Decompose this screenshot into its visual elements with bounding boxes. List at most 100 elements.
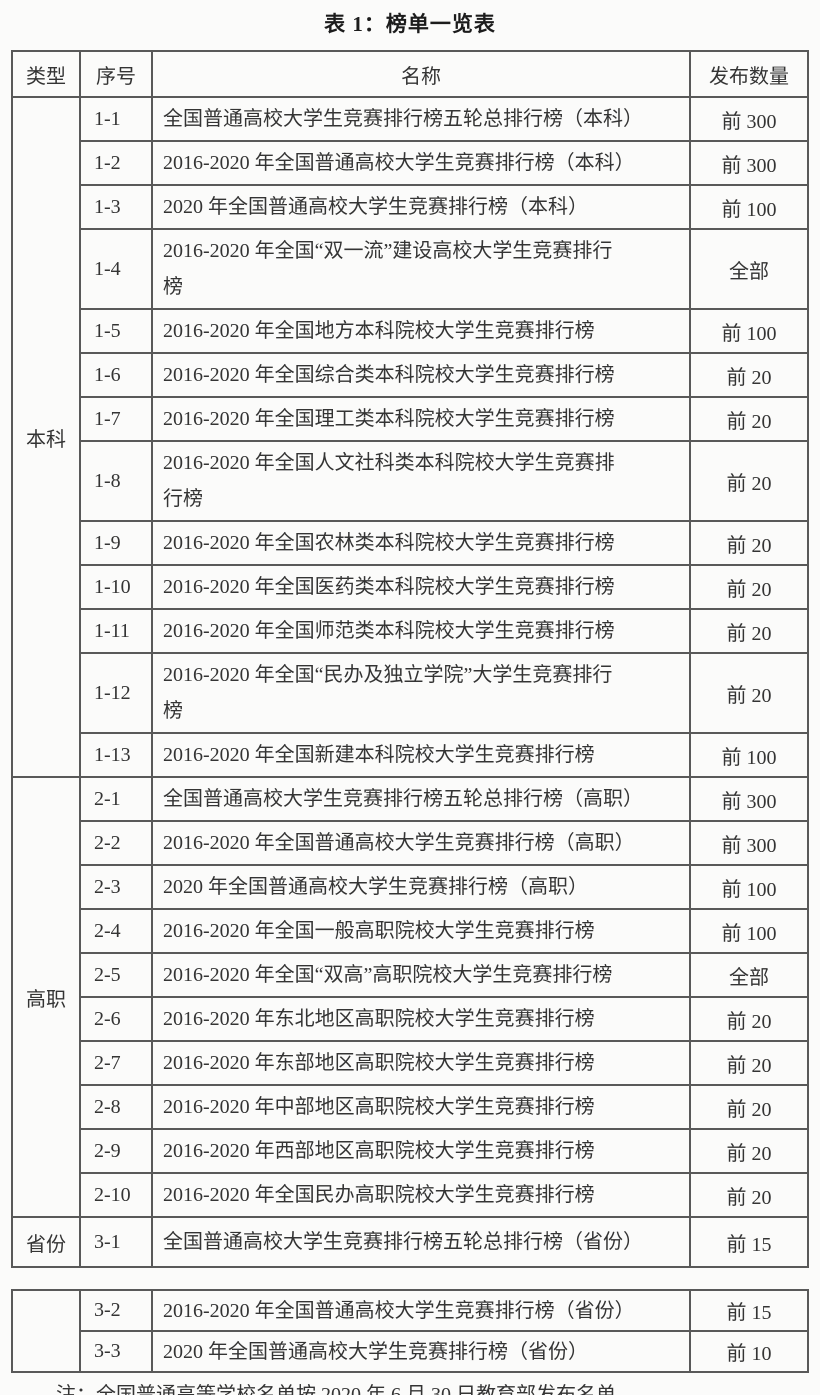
row-number-cell: 2-8: [79, 1084, 153, 1130]
list-name-cell: 2016-2020 年东北地区高职院校大学生竞赛排行榜: [151, 996, 691, 1042]
publish-count-cell: 前 300: [689, 820, 809, 866]
row-number-cell: 1-4: [79, 228, 153, 310]
table-row: 本科 1-1 全国普通高校大学生竞赛排行榜五轮总排行榜（本科）前 300: [11, 96, 809, 778]
publish-count-cell: 前 100: [689, 864, 809, 910]
row-number-cell: 1-12: [79, 652, 153, 734]
table-title: 表 1：榜单一览表: [324, 12, 496, 36]
list-name-cell: 2016-2020 年全国普通高校大学生竞赛排行榜（本科）: [151, 140, 691, 186]
publish-count-cell: 前 300: [689, 776, 809, 822]
row-number-cell: 3-1: [79, 1216, 153, 1268]
row-number-cell: 2-1: [79, 776, 153, 822]
column-header-no: 序号: [79, 50, 153, 98]
publish-count-cell: 前 20: [689, 1172, 809, 1218]
publish-count-cell: 全部: [689, 952, 809, 998]
row-number-cell: 3-3: [79, 1330, 153, 1373]
table-row: 2-10 2016-2020 年全国民办高职院校大学生竞赛排行榜前 20: [12, 1172, 809, 1218]
list-name-cell: 2016-2020 年全国普通高校大学生竞赛排行榜（省份）: [151, 1289, 691, 1332]
publish-count-cell: 前 20: [689, 396, 809, 442]
row-number-cell: 1-11: [79, 608, 153, 654]
publish-count-cell: 前 15: [689, 1216, 809, 1268]
row-number-cell: 1-8: [79, 440, 153, 522]
type-group-cell: 本科: [11, 96, 81, 778]
column-header-name: 名称: [151, 50, 691, 98]
row-number-cell: 1-6: [79, 352, 153, 398]
row-number-cell: 2-3: [79, 864, 153, 910]
publish-count-cell: 前 20: [689, 520, 809, 566]
table-row: 2-9 2016-2020 年西部地区高职院校大学生竞赛排行榜前 20: [12, 1128, 809, 1174]
publish-count-cell: 前 100: [689, 308, 809, 354]
row-number-cell: 1-3: [79, 184, 153, 230]
list-name-cell: 2016-2020 年全国普通高校大学生竞赛排行榜（高职）: [151, 820, 691, 866]
publish-count-cell: 前 100: [689, 184, 809, 230]
list-name-cell: 2016-2020 年全国民办高职院校大学生竞赛排行榜: [151, 1172, 691, 1218]
list-name-cell: 2016-2020 年全国地方本科院校大学生竞赛排行榜: [151, 308, 691, 354]
table-row: 2-6 2016-2020 年东北地区高职院校大学生竞赛排行榜前 20: [12, 996, 809, 1042]
table-row: 2-3 2020 年全国普通高校大学生竞赛排行榜（高职）前 100: [12, 864, 809, 910]
list-name-cell: 2016-2020 年全国师范类本科院校大学生竞赛排行榜: [151, 608, 691, 654]
table-row: 1-2 2016-2020 年全国普通高校大学生竞赛排行榜（本科）前 300: [12, 140, 809, 186]
table-row: 1-6 2016-2020 年全国综合类本科院校大学生竞赛排行榜前 20: [12, 352, 809, 398]
table-row: 1-8 2016-2020 年全国人文社科类本科院校大学生竞赛排行榜前 20: [12, 440, 809, 522]
publish-count-cell: 前 20: [689, 564, 809, 610]
row-number-cell: 2-6: [79, 996, 153, 1042]
row-number-cell: 1-7: [79, 396, 153, 442]
publish-count-cell: 前 20: [689, 652, 809, 734]
row-number-cell: 1-10: [79, 564, 153, 610]
list-name-cell: 2016-2020 年全国“双一流”建设高校大学生竞赛排行榜: [151, 228, 691, 310]
table-row: 1-5 2016-2020 年全国地方本科院校大学生竞赛排行榜前 100: [12, 308, 809, 354]
publish-count-cell: 前 20: [689, 1084, 809, 1130]
table-row: 1-7 2016-2020 年全国理工类本科院校大学生竞赛排行榜前 20: [12, 396, 809, 442]
row-number-cell: 2-7: [79, 1040, 153, 1086]
row-number-cell: 1-13: [79, 732, 153, 778]
table-row: 2-8 2016-2020 年中部地区高职院校大学生竞赛排行榜前 20: [12, 1084, 809, 1130]
table-row: 1-11 2016-2020 年全国师范类本科院校大学生竞赛排行榜前 20: [12, 608, 809, 654]
table-row: 2-2 2016-2020 年全国普通高校大学生竞赛排行榜（高职）前 300: [12, 820, 809, 866]
list-name-cell: 2016-2020 年全国一般高职院校大学生竞赛排行榜: [151, 908, 691, 954]
list-name-cell: 2016-2020 年全国医药类本科院校大学生竞赛排行榜: [151, 564, 691, 610]
list-name-cell: 2016-2020 年东部地区高职院校大学生竞赛排行榜: [151, 1040, 691, 1086]
list-name-cell: 2016-2020 年全国理工类本科院校大学生竞赛排行榜: [151, 396, 691, 442]
publish-count-cell: 前 15: [689, 1289, 809, 1332]
publish-count-cell: 全部: [689, 228, 809, 310]
publish-count-cell: 前 20: [689, 996, 809, 1042]
list-name-cell: 2016-2020 年全国人文社科类本科院校大学生竞赛排行榜: [151, 440, 691, 522]
row-number-cell: 2-5: [79, 952, 153, 998]
row-number-cell: 2-4: [79, 908, 153, 954]
row-number-cell: 1-5: [79, 308, 153, 354]
table-row: 省份 3-1 全国普通高校大学生竞赛排行榜五轮总排行榜（省份）前 15: [11, 1216, 809, 1268]
column-header-count: 发布数量: [689, 50, 809, 98]
table-row: 3-2 2016-2020 年全国普通高校大学生竞赛排行榜（省份）前 15: [11, 1289, 809, 1373]
table-row: 1-4 2016-2020 年全国“双一流”建设高校大学生竞赛排行榜 全部: [12, 228, 809, 310]
table-row: 2-5 2016-2020 年全国“双高”高职院校大学生竞赛排行榜 全部: [12, 952, 809, 998]
publish-count-cell: 前 300: [689, 140, 809, 186]
row-number-cell: 2-9: [79, 1128, 153, 1174]
publish-count-cell: 前 20: [689, 1128, 809, 1174]
publish-count-cell: 前 100: [689, 908, 809, 954]
list-name-cell: 全国普通高校大学生竞赛排行榜五轮总排行榜（本科）: [151, 96, 691, 142]
table-row: 高职 2-1 全国普通高校大学生竞赛排行榜五轮总排行榜（高职）前 300: [11, 776, 809, 1218]
row-number-cell: 2-2: [79, 820, 153, 866]
list-name-cell: 2016-2020 年西部地区高职院校大学生竞赛排行榜: [151, 1128, 691, 1174]
table-row: 1-10 2016-2020 年全国医药类本科院校大学生竞赛排行榜前 20: [12, 564, 809, 610]
ranking-list-table-continuation: 3-2 2016-2020 年全国普通高校大学生竞赛排行榜（省份）前 15 3-3 2…: [11, 1289, 809, 1373]
ranking-list-table: 类型 序号 名称 发布数量 本科 1-1 全国普通高校大学生竞赛排行榜五轮总排行榜（…: [11, 50, 809, 1268]
table-row: 2-4 2016-2020 年全国一般高职院校大学生竞赛排行榜前 100: [12, 908, 809, 954]
row-number-cell: 3-2: [79, 1289, 153, 1332]
publish-count-cell: 前 20: [689, 352, 809, 398]
list-name-cell: 全国普通高校大学生竞赛排行榜五轮总排行榜（高职）: [151, 776, 691, 822]
list-name-cell: 2016-2020 年中部地区高职院校大学生竞赛排行榜: [151, 1084, 691, 1130]
publish-count-cell: 前 300: [689, 96, 809, 142]
table-row: 1-12 2016-2020 年全国“民办及独立学院”大学生竞赛排行榜前 20: [12, 652, 809, 734]
publish-count-cell: 前 20: [689, 608, 809, 654]
row-number-cell: 1-2: [79, 140, 153, 186]
list-name-cell: 2016-2020 年全国农林类本科院校大学生竞赛排行榜: [151, 520, 691, 566]
list-name-cell: 2020 年全国普通高校大学生竞赛排行榜（本科）: [151, 184, 691, 230]
row-number-cell: 1-9: [79, 520, 153, 566]
table-row: 1-9 2016-2020 年全国农林类本科院校大学生竞赛排行榜前 20: [12, 520, 809, 566]
list-name-cell: 2016-2020 年全国“民办及独立学院”大学生竞赛排行榜: [151, 652, 691, 734]
footnote: 注：全国普通高等学校名单按 2020 年 6 月 30 日教育部发布名单。: [56, 1384, 636, 1395]
list-name-cell: 2016-2020 年全国综合类本科院校大学生竞赛排行榜: [151, 352, 691, 398]
table-row: 3-3 2020 年全国普通高校大学生竞赛排行榜（省份）前 10: [12, 1330, 809, 1373]
publish-count-cell: 前 20: [689, 1040, 809, 1086]
list-name-cell: 2016-2020 年全国“双高”高职院校大学生竞赛排行榜: [151, 952, 691, 998]
